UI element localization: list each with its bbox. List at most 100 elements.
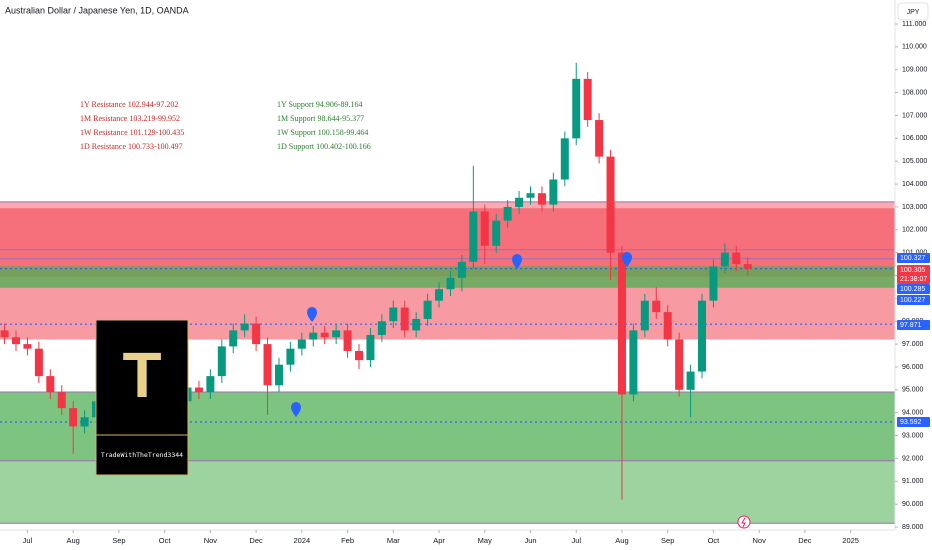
candle-body [332,330,341,338]
y-tick-label: 106.000 [902,135,927,142]
candle-body [640,300,649,331]
candle-body [46,376,55,393]
price-badge [897,253,930,263]
resistance-label: 1D Resistance 100.733-100.497 [80,142,183,151]
pin [307,307,317,322]
y-tick-label: 108.000 [902,89,927,96]
y-tick-label: 94.000 [902,410,924,417]
candle-body [663,312,672,340]
price-badge [897,417,930,427]
x-tick-label: Jul [571,536,581,545]
resistance-label: 1M Resistance 103.219-99.952 [80,114,180,123]
price-badge-label: 100.327 [900,255,925,262]
y-tick-label: 96.000 [902,364,924,371]
x-tick-label: 2025 [842,536,859,545]
resistance-label: 1Y Resistance 102.944-97.202 [80,100,178,109]
x-tick-label: Nov [753,536,767,545]
candle-body [629,330,638,395]
y-tick-label: 110.000 [902,44,927,51]
support-label: 1Y Support 94.906-89.164 [277,100,362,109]
candle-body [686,371,695,390]
x-tick-label: Sep [661,536,674,545]
candle-body [343,330,352,351]
x-tick-label: Mar [387,536,400,545]
y-tick-label: 105.000 [902,158,927,165]
x-tick-label: Oct [159,536,172,545]
x-tick-label: Nov [204,536,218,545]
axis-labels: 89.000 90.000 91.000 92.000 93.000 94.000 95.0… [23,21,930,545]
candle-body [377,321,386,335]
support-label: 1W Support 100.158-99.464 [277,128,368,137]
candle-body [355,350,364,361]
logo: T TradeWithTheTrend3344 [95,319,189,476]
x-tick-label: Jul [23,536,33,545]
candle-body [720,252,729,267]
y-tick-label: 107.000 [902,112,927,119]
price-badge-label: 100.227 [900,297,925,304]
logo-text: TradeWithTheTrend3344 [101,451,183,459]
candle-body [492,220,501,246]
x-tick-label: Sep [112,536,125,545]
candle-body [400,307,409,331]
candle-body [560,138,569,180]
candle-body [297,339,306,349]
candle-body [194,387,203,393]
x-tick-label: Apr [433,536,445,545]
candle-body [606,156,615,253]
candle-body [389,307,398,322]
support-label: 1M Support 98.644-95.377 [277,114,364,123]
pins [291,252,632,417]
candle-body [240,323,249,331]
price-badge [897,284,930,294]
candle-body [652,300,661,313]
candle-body [515,197,524,207]
candle-body [80,417,89,427]
candle-body [675,339,684,390]
y-tick-label: 95.000 [902,387,924,394]
resistance-label: 1W Resistance 101.129-100.435 [80,128,184,137]
candle-body [709,266,718,301]
candle-body [252,323,261,345]
candle-body [274,364,283,386]
x-tick-label: Feb [341,536,354,545]
candle-body [549,179,558,205]
price-badge-label: 100.285 [900,286,925,293]
price-badge-label: 21:38:07 [900,276,927,283]
y-tick-label: 89.000 [902,524,924,531]
price-badge-label: 93.592 [900,419,922,426]
candle-body [0,330,9,338]
candle-body [423,300,432,319]
currency-box[interactable] [897,2,929,21]
candles [0,62,752,500]
candle-body [503,206,512,221]
price-badge [897,265,930,275]
candle-body [34,348,43,377]
zone [0,266,895,288]
candle-body [309,332,318,340]
logo-box [95,319,189,476]
event-icon[interactable] [737,515,751,529]
candle-body [217,346,226,377]
y-tick-label: 97.000 [902,341,924,348]
candle-body [57,392,66,409]
candle-body [206,376,215,393]
candle-body [572,78,581,139]
x-tick-label: 2024 [293,536,310,545]
candle-body [526,193,535,198]
price-badge [897,274,930,284]
candle-body [23,344,32,349]
candle-body [698,300,707,372]
candle-body [320,332,329,338]
candle-body [480,211,489,246]
logo-letter: T [122,339,161,411]
price-badge [897,320,930,330]
y-tick-label: 104.000 [902,181,927,188]
candle-body [457,261,466,278]
chart-title: Australian Dollar / Japanese Yen, 1D, OA… [5,5,189,15]
candle-body [69,408,78,427]
currency: JPY [907,9,920,16]
y-tick-label: 91.000 [902,478,924,485]
y-tick-label: 93.000 [902,432,924,439]
